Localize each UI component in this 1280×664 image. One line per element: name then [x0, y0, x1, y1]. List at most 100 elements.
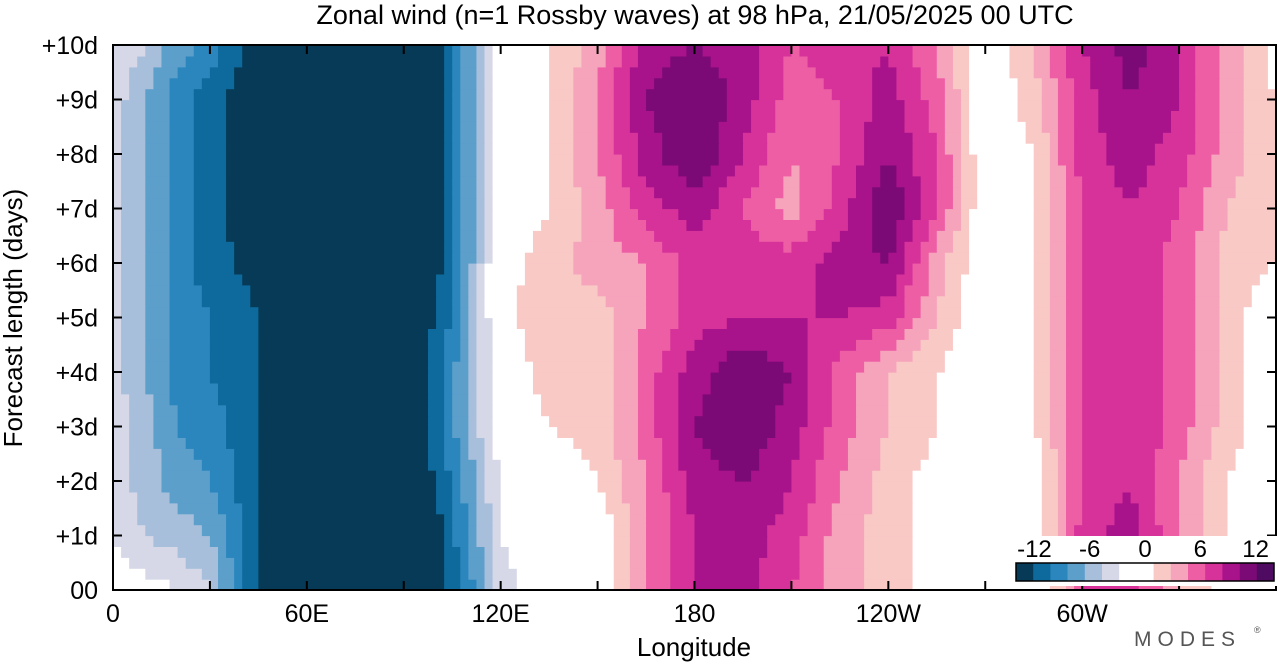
- contour-cell: [452, 481, 461, 493]
- contour-cell: [242, 513, 259, 526]
- contour-cell: [452, 230, 461, 242]
- contour-cell: [444, 99, 453, 111]
- contour-cell: [476, 481, 486, 493]
- contour-cell: [718, 66, 760, 79]
- contour-cell: [460, 110, 478, 122]
- contour-cell: [145, 382, 171, 395]
- contour-cell: [258, 361, 429, 373]
- contour-cell: [476, 491, 486, 504]
- contour-cell: [500, 502, 607, 515]
- contour-cell: [1267, 45, 1276, 57]
- contour-cell: [1041, 524, 1059, 537]
- contour-cell: [121, 284, 146, 297]
- contour-cell: [1211, 154, 1245, 166]
- contour-cell: [912, 317, 938, 329]
- contour-cell: [613, 372, 639, 384]
- contour-cell: [209, 339, 259, 351]
- contour-cell: [484, 252, 494, 264]
- colorbar-swatch: [1033, 563, 1051, 581]
- contour-cell: [1057, 132, 1075, 144]
- contour-cell: [896, 219, 914, 231]
- contour-cell: [460, 284, 469, 297]
- contour-cell: [226, 110, 445, 122]
- contour-cell: [670, 328, 704, 340]
- contour-cell: [484, 186, 494, 199]
- contour-cell: [145, 273, 171, 286]
- contour-cell: [1066, 524, 1075, 537]
- contour-cell: [807, 404, 833, 417]
- contour-cell: [1219, 88, 1245, 101]
- contour-cell: [427, 328, 445, 340]
- contour-cell: [718, 197, 744, 210]
- contour-cell: [460, 66, 478, 79]
- contour-cell: [217, 557, 235, 569]
- contour-cell: [791, 481, 817, 493]
- contour-cell: [516, 568, 615, 580]
- contour-cell: [670, 557, 696, 569]
- contour-cell: [1162, 524, 1180, 537]
- contour-cell: [145, 350, 171, 362]
- contour-cell: [452, 77, 461, 90]
- contour-cell: [718, 121, 752, 133]
- contour-cell: [912, 230, 930, 242]
- contour-cell: [1195, 284, 1221, 297]
- contour-cell: [912, 513, 1043, 526]
- contour-cell: [153, 437, 187, 449]
- contour-cell: [113, 579, 171, 590]
- contour-cell: [662, 437, 679, 449]
- contour-cell: [961, 143, 970, 155]
- contour-cell: [452, 154, 461, 166]
- contour-cell: [1195, 132, 1221, 144]
- contour-cell: [1179, 481, 1204, 493]
- contour-cell: [831, 513, 865, 526]
- contour-cell: [444, 404, 453, 417]
- contour-cell: [1195, 77, 1221, 90]
- contour-cell: [113, 273, 122, 286]
- contour-cell: [831, 502, 873, 515]
- contour-cell: [912, 45, 938, 57]
- contour-cell: [169, 186, 195, 199]
- contour-cell: [670, 568, 696, 580]
- contour-cell: [597, 481, 623, 493]
- contour-cell: [1033, 154, 1051, 166]
- contour-cell: [492, 317, 518, 329]
- contour-cell: [621, 459, 647, 471]
- contour-cell: [864, 143, 914, 155]
- contour-cell: [193, 110, 227, 122]
- contour-cell: [646, 579, 671, 590]
- contour-cell: [460, 448, 469, 460]
- contour-cell: [484, 143, 494, 155]
- contour-cell: [952, 175, 962, 188]
- contour-cell: [637, 154, 663, 166]
- contour-cell: [113, 230, 122, 242]
- contour-cell: [678, 372, 712, 384]
- contour-cell: [226, 230, 445, 242]
- contour-cell: [977, 197, 1035, 210]
- contour-cell: [460, 350, 469, 362]
- contour-cell: [444, 350, 461, 362]
- contour-cell: [670, 546, 696, 558]
- contour-cell: [831, 164, 857, 177]
- contour-cell: [944, 110, 962, 122]
- contour-cell: [1235, 459, 1276, 471]
- contour-cell: [549, 197, 583, 210]
- contour-cell: [920, 77, 946, 90]
- contour-cell: [1057, 481, 1067, 493]
- contour-cell: [823, 208, 849, 220]
- contour-cell: [646, 219, 688, 231]
- contour-cell: [1195, 393, 1221, 406]
- contour-cell: [799, 197, 833, 210]
- contour-cell: [452, 219, 461, 231]
- contour-cell: [920, 186, 938, 199]
- contour-cell: [1179, 491, 1204, 504]
- contour-cell: [621, 470, 647, 482]
- contour-cell: [581, 219, 615, 231]
- contour-cell: [1082, 263, 1164, 275]
- contour-cell: [646, 470, 663, 482]
- contour-cell: [581, 45, 607, 57]
- contour-cell: [113, 470, 130, 482]
- contour-cell: [637, 415, 655, 428]
- contour-cell: [145, 339, 171, 351]
- contour-cell: [904, 241, 922, 253]
- contour-cell: [1049, 437, 1067, 449]
